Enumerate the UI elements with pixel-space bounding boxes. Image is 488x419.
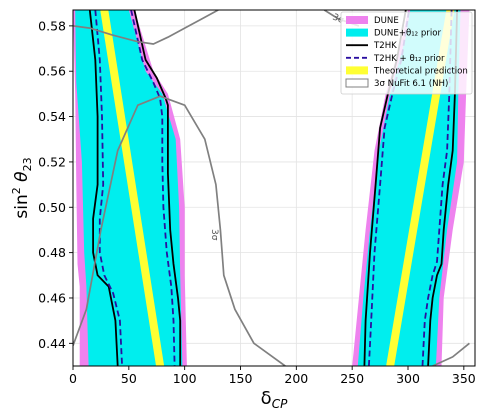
t2hk-line bbox=[427, 10, 458, 366]
3-nufit-6-1-nh-line bbox=[73, 10, 219, 45]
t2hk-line bbox=[133, 10, 182, 366]
legend-label-t2hk-prior: T2HK + θ₁₂ prior bbox=[373, 54, 445, 64]
y-axis-title-sub: 23 bbox=[21, 157, 34, 171]
t2hk-prior-line bbox=[368, 10, 410, 366]
legend-label-t2hk: T2HK bbox=[373, 41, 397, 51]
y-tick-label: 0.58 bbox=[38, 18, 66, 33]
x-tick-label: 200 bbox=[284, 371, 308, 386]
t2hk-line bbox=[88, 10, 119, 366]
legend-frame bbox=[340, 11, 473, 95]
3-nufit-6-1-nh-line bbox=[73, 95, 286, 366]
y-axis-title: sin2 θ23 bbox=[10, 157, 34, 218]
nufit-annotation-mid: 3σ bbox=[209, 229, 219, 241]
legend-label-dune: DUNE bbox=[374, 16, 399, 26]
legend-label-dune-prior: DUNE+θ₁₂ prior bbox=[374, 29, 441, 39]
y-axis-title-sup: 2 bbox=[10, 187, 23, 194]
legend-handle-3-nufit-6-1-nh bbox=[345, 78, 369, 88]
legend-handle-dune-prior bbox=[346, 28, 368, 37]
x-tick-label: 100 bbox=[173, 371, 197, 386]
y-tick-label: 0.48 bbox=[38, 245, 66, 260]
3-nufit-6-1-nh-line bbox=[432, 342, 470, 366]
y-tick-label: 0.50 bbox=[38, 200, 66, 215]
legend-handle-dune bbox=[346, 16, 368, 24]
legend-label-3-nufit-6-1-nh: 3σ NuFit 6.1 (NH) bbox=[374, 79, 448, 89]
x-axis-title-main: δ bbox=[261, 388, 272, 409]
x-tick-label: 350 bbox=[452, 371, 476, 386]
x-axis: 0 50 100 150 200 250 300 350 bbox=[69, 366, 476, 386]
x-tick-label: 250 bbox=[340, 371, 364, 386]
plot-content bbox=[73, 10, 470, 366]
x-tick-label: 0 bbox=[69, 371, 77, 386]
y-tick-label: 0.52 bbox=[38, 154, 66, 169]
legend-label-theoretical-prediction: Theoretical prediction bbox=[373, 66, 468, 76]
y-tick-label: 0.46 bbox=[38, 290, 66, 305]
x-tick-label: 150 bbox=[229, 371, 253, 386]
x-axis-title-sub: CP bbox=[272, 397, 288, 411]
legend-handle-theoretical-prediction bbox=[346, 66, 368, 75]
contours-layer bbox=[73, 10, 470, 366]
y-axis-title-symbol: θ bbox=[12, 171, 32, 187]
legend: DUNE DUNE+θ₁₂ prior T2HK T2HK + θ₁₂ prior Th… bbox=[340, 11, 473, 95]
x-axis-title: δCP bbox=[261, 388, 288, 411]
y-tick-label: 0.44 bbox=[38, 336, 66, 351]
y-tick-label: 0.54 bbox=[38, 109, 66, 124]
plot-frame bbox=[72, 9, 476, 367]
y-axis-title-main: sin bbox=[12, 194, 32, 218]
y-axis: 0.44 0.46 0.48 0.50 0.52 0.54 0.56 0.58 bbox=[38, 18, 73, 351]
x-tick-label: 300 bbox=[396, 371, 420, 386]
x-tick-label: 50 bbox=[121, 371, 137, 386]
t2hk-prior-line bbox=[130, 10, 176, 366]
theoretical-prediction-band bbox=[100, 10, 165, 366]
t2hk-prior-line bbox=[94, 10, 123, 366]
y-tick-label: 0.56 bbox=[38, 64, 66, 79]
